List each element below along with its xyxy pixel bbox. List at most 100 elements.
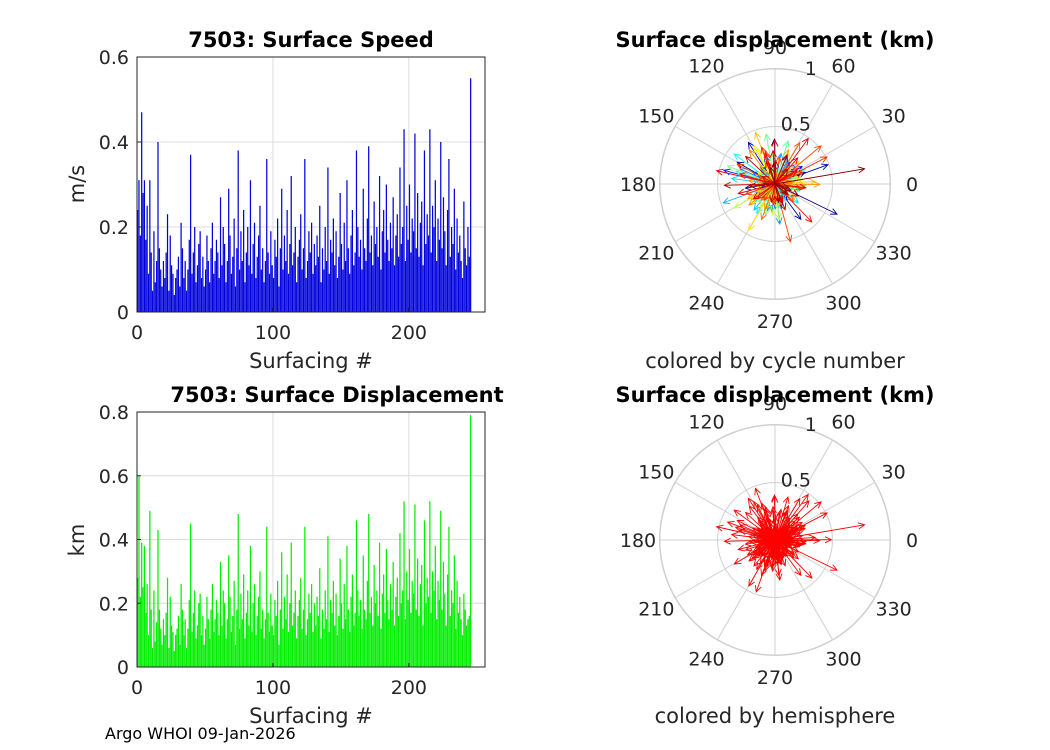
vector-arrowhead <box>770 518 778 527</box>
footer-credit: Argo WHOI 09-Jan-2026 <box>105 724 296 743</box>
bar <box>446 574 449 667</box>
bar <box>263 282 265 312</box>
bar <box>283 596 286 667</box>
bar <box>190 523 192 667</box>
bar <box>267 252 269 312</box>
bar <box>334 625 336 667</box>
bar <box>298 600 300 667</box>
bar <box>418 616 420 667</box>
bar <box>339 558 341 667</box>
displacement-vector <box>749 539 776 543</box>
radius-label: 0.5 <box>781 113 811 135</box>
vector-arrowhead <box>791 513 799 521</box>
y-tick-label: 0.2 <box>99 593 129 615</box>
vector-arrowhead <box>723 181 731 189</box>
bar <box>281 188 283 312</box>
bar <box>162 261 165 312</box>
bar <box>456 580 458 667</box>
bar <box>347 248 349 312</box>
displacement-vector <box>763 183 776 201</box>
angle-label: 330 <box>876 243 912 265</box>
bar <box>319 205 321 312</box>
displacement-vector <box>748 183 776 231</box>
bar <box>156 622 158 667</box>
vector-arrowhead <box>813 180 821 188</box>
bar <box>448 526 450 667</box>
x-tick-label: 0 <box>131 322 143 344</box>
bar <box>158 248 160 312</box>
bar <box>355 150 358 312</box>
vector-arrowhead <box>762 180 771 188</box>
bar <box>221 265 223 312</box>
bar <box>183 635 185 667</box>
bar <box>388 619 390 667</box>
bar <box>263 638 265 667</box>
vector-arrowhead <box>774 568 782 577</box>
bar <box>368 146 370 312</box>
bar <box>195 282 197 312</box>
bar <box>278 286 280 312</box>
bar <box>339 193 341 312</box>
bar <box>455 628 457 667</box>
bar <box>459 596 461 667</box>
bar <box>362 188 364 312</box>
bar <box>281 552 283 667</box>
bar <box>228 555 230 667</box>
bar <box>274 600 276 667</box>
bar <box>331 612 333 667</box>
angle-label: 150 <box>638 462 674 484</box>
bar <box>332 218 334 312</box>
vector-arrowhead <box>774 212 782 221</box>
bar <box>160 269 162 312</box>
bar <box>285 261 287 312</box>
displacement-vector <box>774 168 799 185</box>
bar <box>391 609 393 667</box>
vector-arrowhead <box>764 508 771 517</box>
displacement-vector <box>745 156 776 185</box>
vector-arrowhead <box>857 522 866 530</box>
bar <box>438 239 441 312</box>
vector-arrowhead <box>760 502 768 511</box>
bar <box>437 580 439 667</box>
vector-arrowhead <box>773 557 781 566</box>
bar <box>465 625 468 667</box>
bar <box>342 628 344 667</box>
bar <box>306 619 309 667</box>
vector-arrowhead <box>744 511 753 520</box>
bar <box>202 616 204 667</box>
vector-arrowhead <box>783 504 790 513</box>
bar <box>355 520 358 667</box>
bar <box>297 256 299 312</box>
bar <box>241 261 243 312</box>
bar <box>204 628 207 667</box>
bar <box>393 625 396 667</box>
bar <box>162 619 165 667</box>
bar <box>385 184 387 312</box>
bar <box>260 269 262 312</box>
vector-arrowhead <box>814 501 822 509</box>
polar-hemisphere-title: Surface displacement (km) <box>615 383 934 407</box>
bar <box>403 501 405 667</box>
bar <box>351 574 354 667</box>
vector-arrowhead <box>776 152 784 161</box>
x-tick-label: 200 <box>391 322 427 344</box>
bar <box>298 239 300 312</box>
bar <box>465 265 468 312</box>
bar <box>427 596 430 667</box>
bar <box>177 616 180 667</box>
bar <box>240 593 242 667</box>
bar <box>309 252 311 312</box>
bar <box>229 596 231 667</box>
vector-arrowhead <box>730 175 739 183</box>
bar <box>442 561 445 667</box>
bar <box>392 561 394 667</box>
bar <box>398 256 400 312</box>
bar <box>234 644 237 667</box>
angle-label: 180 <box>620 530 656 552</box>
bar <box>419 584 421 667</box>
bar <box>380 269 382 312</box>
bar <box>257 596 260 667</box>
vector-arrowhead <box>758 163 766 172</box>
bar <box>172 631 174 667</box>
angle-label: 270 <box>757 667 793 689</box>
